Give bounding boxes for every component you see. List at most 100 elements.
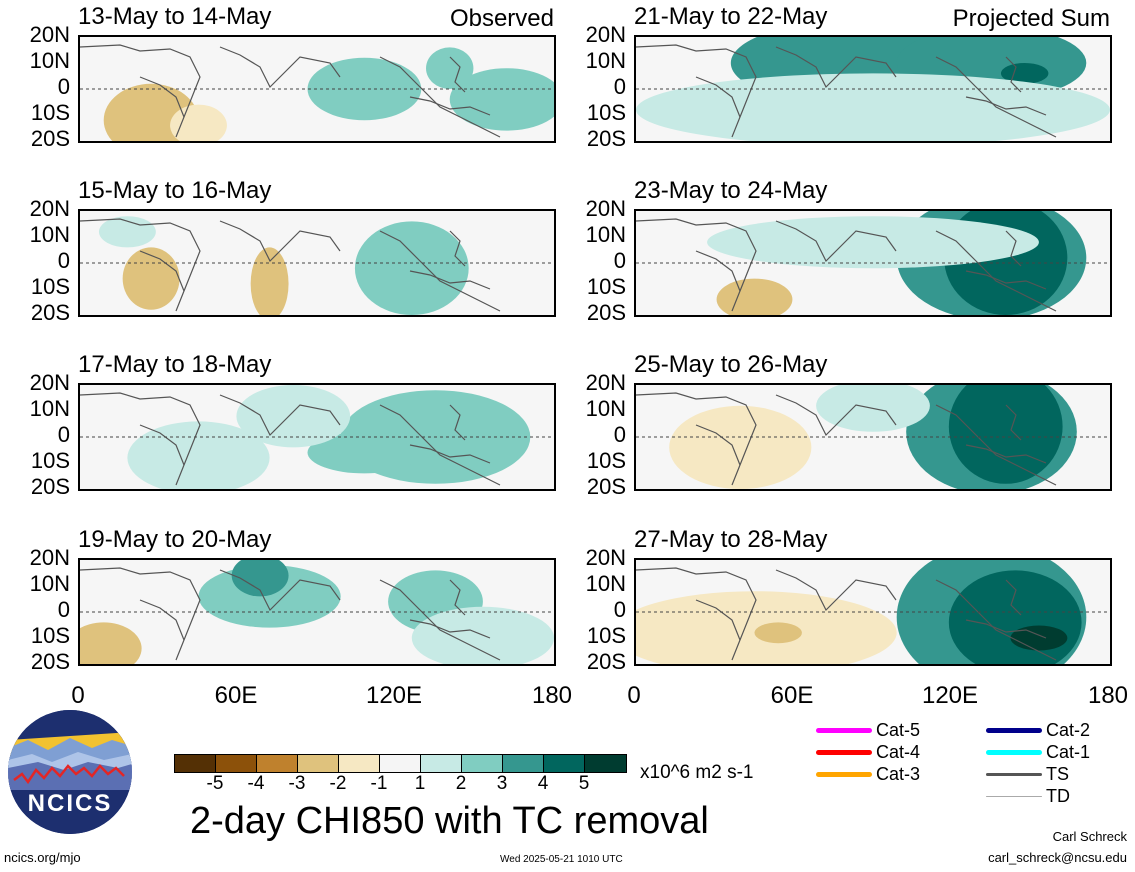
lat-label: 20N xyxy=(29,22,70,47)
tc-legend-item: Cat-2 xyxy=(986,720,1090,741)
tc-legend-item: Cat-4 xyxy=(816,742,920,763)
lat-label: 10N xyxy=(585,48,626,73)
tc-legend-label: Cat-2 xyxy=(1046,720,1091,740)
coastline xyxy=(80,567,201,661)
footer-author: Carl Schreck xyxy=(1052,829,1127,844)
panel-title: 27-May to 28-May xyxy=(634,526,828,553)
lat-label: 10N xyxy=(29,396,70,421)
coastline xyxy=(1005,230,1022,267)
lat-label: 0 xyxy=(57,597,70,622)
coastline xyxy=(695,250,741,292)
coastline xyxy=(636,567,757,661)
anomaly-map xyxy=(636,37,1110,141)
coastline xyxy=(449,579,466,616)
coastline xyxy=(80,218,201,312)
coastline xyxy=(775,569,897,612)
colorbar-swatch xyxy=(585,755,626,772)
tc-legend-line xyxy=(816,772,872,777)
anomaly-contour xyxy=(170,104,227,141)
anomaly-contour xyxy=(250,247,289,315)
lon-label: 0 xyxy=(627,682,641,709)
coastline xyxy=(935,579,1057,661)
logo-mountains-icon xyxy=(8,710,132,834)
lat-label: 20S xyxy=(586,300,626,325)
anomaly-contour xyxy=(426,47,474,89)
colorbar-label: -1 xyxy=(370,773,388,794)
coastline xyxy=(775,46,897,89)
coastline xyxy=(1005,404,1022,441)
anomaly-map xyxy=(636,560,1110,664)
tc-legend-line xyxy=(986,796,1042,797)
lat-label: 10N xyxy=(585,396,626,421)
main-title: 2-day CHI850 with TC removal xyxy=(190,800,709,842)
lat-label: 20S xyxy=(586,126,626,151)
panel-tag: Projected Sum xyxy=(952,5,1110,32)
colorbar-label: -5 xyxy=(206,773,224,794)
coastline xyxy=(379,230,501,312)
lat-label: 20N xyxy=(585,545,626,570)
lon-label: 180 xyxy=(531,682,573,709)
anomaly-contour xyxy=(669,405,812,489)
coastline xyxy=(139,76,185,118)
anomaly-contour xyxy=(449,68,554,131)
lat-label: 10S xyxy=(586,448,626,473)
footer-email[interactable]: carl_schreck@ncsu.edu xyxy=(988,850,1127,865)
logo-text: NCICS xyxy=(27,790,113,817)
anomaly-contour xyxy=(231,560,289,597)
lat-label: 20S xyxy=(30,649,70,674)
colorbar-label: 4 xyxy=(537,773,549,794)
panel-title: 23-May to 24-May xyxy=(634,177,828,204)
colorbar-swatch xyxy=(544,755,585,772)
anomaly-contour xyxy=(707,216,1039,269)
lat-label: 0 xyxy=(613,248,626,273)
coastline xyxy=(219,394,341,437)
map-panel xyxy=(78,383,556,491)
tc-legend-line xyxy=(816,750,872,755)
anomaly-contour xyxy=(236,385,351,448)
anomaly-contour xyxy=(354,221,469,315)
lat-label: 20N xyxy=(585,196,626,221)
panel-title: 17-May to 18-May xyxy=(78,351,272,378)
panel-title: 25-May to 26-May xyxy=(634,351,828,378)
colorbar-swatch xyxy=(462,755,503,772)
tc-legend-line xyxy=(986,728,1042,733)
colorbar-label: 2 xyxy=(455,773,467,794)
coastline xyxy=(965,619,1047,639)
coastline xyxy=(935,404,1057,486)
anomaly-map xyxy=(80,385,554,489)
footer-timestamp: Wed 2025-05-21 1010 UTC xyxy=(500,854,623,865)
anomaly-map xyxy=(636,211,1110,315)
lat-label: 20S xyxy=(30,300,70,325)
colorbar xyxy=(174,754,627,773)
lat-label: 20N xyxy=(585,22,626,47)
lat-label: 10S xyxy=(586,100,626,125)
panel-title: 21-May to 22-May xyxy=(634,3,828,30)
anomaly-map xyxy=(80,216,554,315)
coastline xyxy=(449,56,466,93)
tc-legend-line xyxy=(816,728,872,733)
lat-label: 10N xyxy=(585,222,626,247)
lat-label: 0 xyxy=(613,597,626,622)
lat-label: 20S xyxy=(586,649,626,674)
coastline xyxy=(1005,579,1022,616)
colorbar-label: -3 xyxy=(288,773,306,794)
lat-label: 0 xyxy=(613,422,626,447)
lat-label: 10S xyxy=(30,448,70,473)
lon-label: 120E xyxy=(921,682,979,709)
tc-legend-label: TS xyxy=(1046,764,1070,784)
coastline xyxy=(695,76,741,118)
coastline xyxy=(636,218,757,312)
tc-legend-item: Cat-1 xyxy=(986,742,1090,763)
colorbar-swatch xyxy=(503,755,544,772)
lat-label: 10S xyxy=(30,274,70,299)
anomaly-contour xyxy=(80,622,142,664)
coastline xyxy=(219,569,341,612)
footer-url[interactable]: ncics.org/mjo xyxy=(4,850,81,865)
tc-legend-line xyxy=(986,773,1042,776)
coastline xyxy=(965,96,1047,116)
lat-label: 0 xyxy=(57,422,70,447)
colorbar-label: 5 xyxy=(578,773,590,794)
lat-label: 10S xyxy=(30,100,70,125)
coastline xyxy=(965,444,1047,464)
anomaly-map xyxy=(636,385,1110,489)
